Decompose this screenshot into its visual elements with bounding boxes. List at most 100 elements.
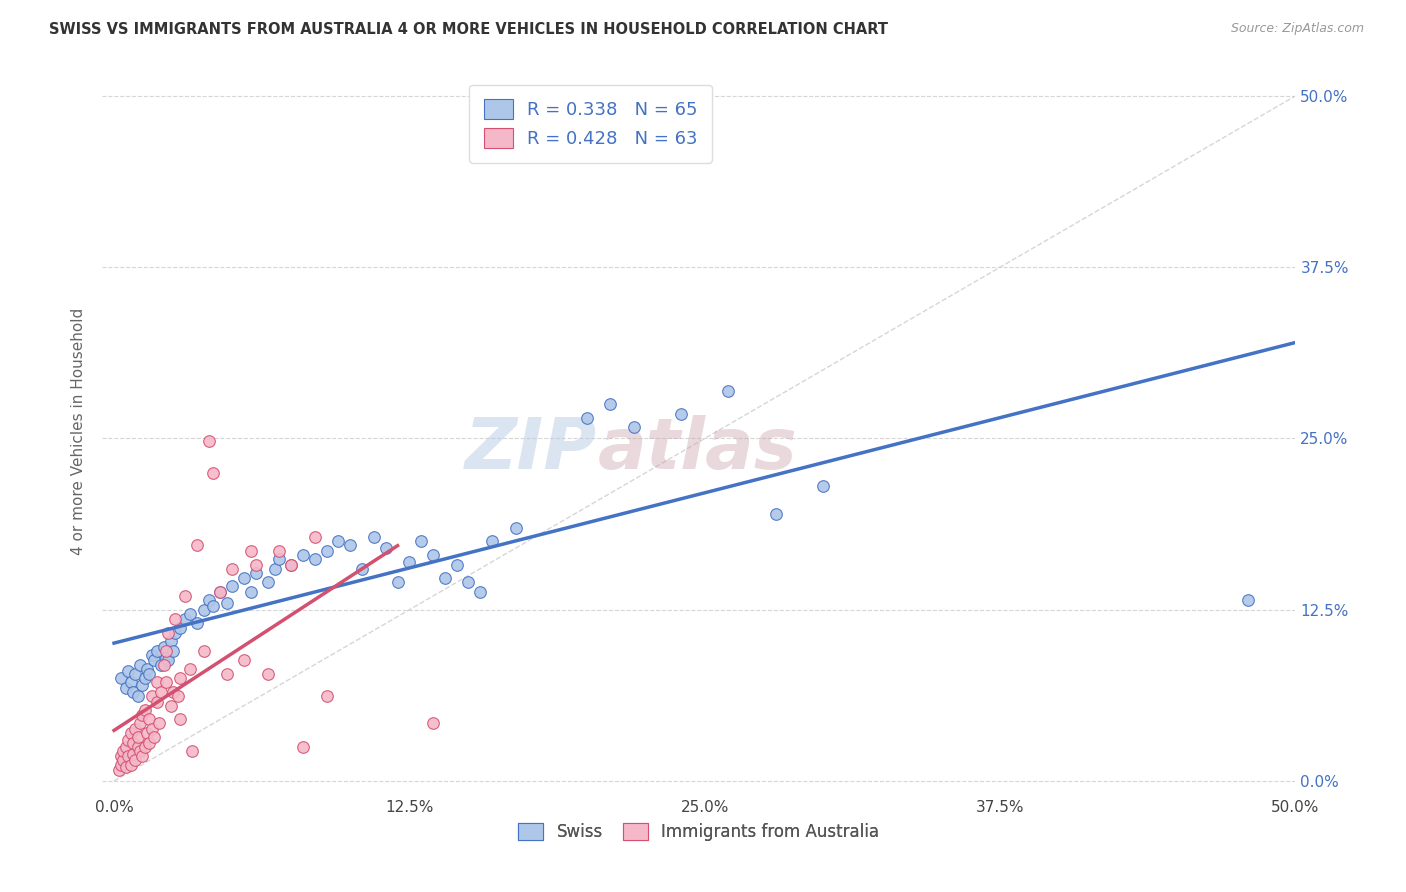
Point [240, 585, 263, 599]
Point [433, 571, 456, 585]
Text: Source: ZipAtlas.com: Source: ZipAtlas.com [1230, 22, 1364, 36]
Point [131, 749, 153, 764]
Point [256, 575, 278, 590]
Point [120, 726, 142, 740]
Point [446, 558, 468, 572]
Point [124, 667, 146, 681]
Point [470, 585, 492, 599]
Point [363, 530, 385, 544]
Point [233, 653, 256, 667]
Point [155, 675, 177, 690]
Point [129, 716, 152, 731]
Text: atlas: atlas [598, 416, 797, 484]
Point [387, 575, 409, 590]
Point [162, 685, 184, 699]
Point [209, 585, 232, 599]
Point [129, 744, 152, 758]
Point [155, 644, 177, 658]
Point [315, 544, 337, 558]
Point [811, 479, 834, 493]
Point [328, 534, 350, 549]
Point [179, 607, 201, 621]
Point [141, 648, 163, 662]
Point [209, 585, 232, 599]
Y-axis label: 4 or more Vehicles in Household: 4 or more Vehicles in Household [72, 308, 86, 555]
Point [136, 726, 159, 740]
Point [575, 411, 598, 425]
Point [122, 685, 145, 699]
Point [352, 561, 374, 575]
Point [110, 749, 132, 764]
Point [112, 754, 135, 768]
Point [245, 566, 267, 580]
Point [174, 612, 197, 626]
Point [131, 708, 153, 723]
Point [134, 703, 156, 717]
Point [221, 561, 243, 575]
Point [717, 384, 740, 398]
Point [292, 739, 315, 754]
Point [221, 579, 243, 593]
Point [107, 763, 129, 777]
Point [122, 747, 145, 761]
Point [280, 558, 302, 572]
Point [143, 730, 166, 744]
Point [157, 626, 180, 640]
Point [145, 675, 167, 690]
Point [145, 644, 167, 658]
Point [150, 685, 173, 699]
Point [169, 621, 191, 635]
Point [202, 599, 225, 613]
Legend: Swiss, Immigrants from Australia: Swiss, Immigrants from Australia [512, 816, 886, 848]
Point [138, 736, 160, 750]
Point [304, 552, 326, 566]
Point [233, 571, 256, 585]
Point [240, 544, 263, 558]
Point [143, 653, 166, 667]
Point [169, 712, 191, 726]
Point [280, 558, 302, 572]
Point [263, 561, 285, 575]
Point [159, 634, 181, 648]
Point [623, 420, 645, 434]
Point [174, 589, 197, 603]
Point [193, 603, 215, 617]
Point [292, 548, 315, 562]
Point [115, 739, 138, 754]
Point [115, 681, 138, 695]
Point [136, 662, 159, 676]
Point [117, 749, 139, 764]
Text: SWISS VS IMMIGRANTS FROM AUSTRALIA 4 OR MORE VEHICLES IN HOUSEHOLD CORRELATION C: SWISS VS IMMIGRANTS FROM AUSTRALIA 4 OR … [49, 22, 889, 37]
Point [197, 593, 219, 607]
Point [669, 407, 692, 421]
Point [245, 558, 267, 572]
Point [398, 555, 420, 569]
Point [457, 575, 479, 590]
Point [155, 650, 177, 665]
Point [186, 538, 208, 552]
Point [269, 552, 291, 566]
Point [599, 397, 621, 411]
Point [422, 716, 444, 731]
Point [122, 736, 145, 750]
Point [217, 596, 239, 610]
Point [117, 732, 139, 747]
Point [374, 541, 396, 555]
Point [159, 698, 181, 713]
Point [202, 466, 225, 480]
Point [145, 694, 167, 708]
Point [166, 689, 188, 703]
Point [152, 657, 174, 672]
Point [110, 671, 132, 685]
Point [152, 640, 174, 654]
Point [120, 757, 142, 772]
Point [179, 662, 201, 676]
Point [217, 667, 239, 681]
Point [162, 644, 184, 658]
Point [117, 665, 139, 679]
Point [120, 675, 142, 690]
Point [422, 548, 444, 562]
Point [127, 730, 149, 744]
Point [186, 616, 208, 631]
Point [127, 739, 149, 754]
